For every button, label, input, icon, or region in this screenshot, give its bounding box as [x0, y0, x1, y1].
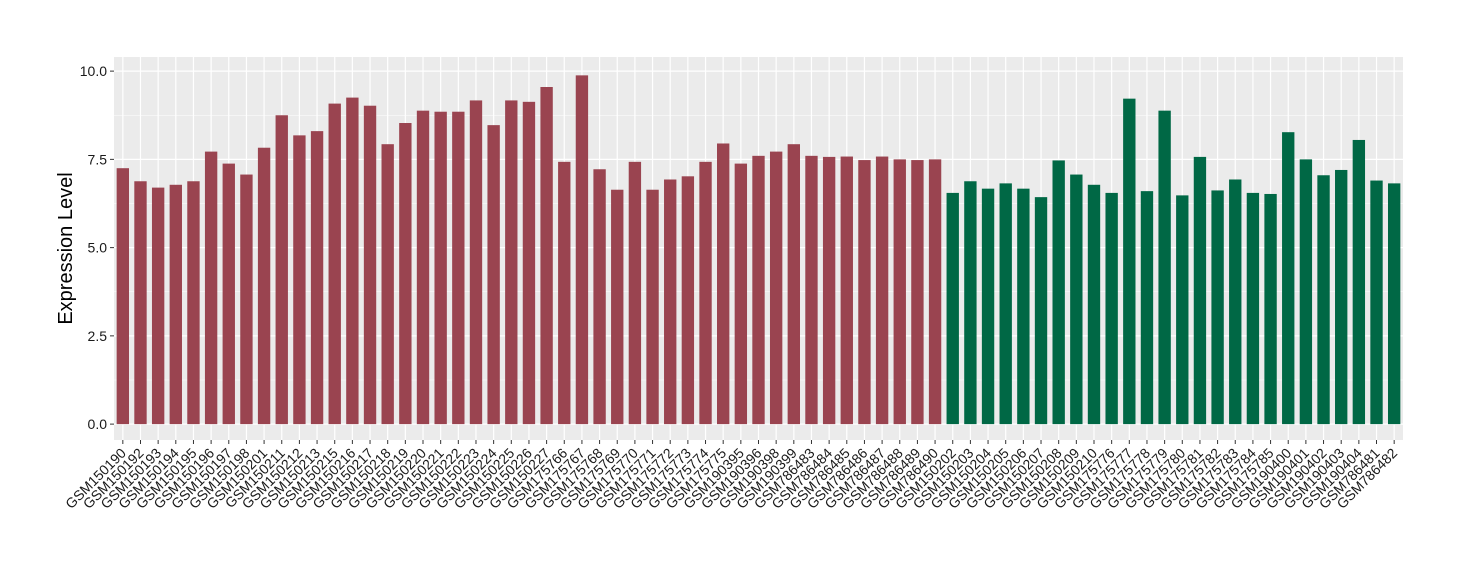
bar-GSM175770: [628, 161, 642, 425]
bar-GSM150204: [981, 188, 995, 425]
bar-GSM190404: [1352, 139, 1366, 425]
bar-GSM150213: [310, 131, 324, 425]
bar-GSM150218: [381, 144, 394, 425]
bar-GSM150192: [134, 181, 147, 425]
bar-GSM786488: [893, 159, 906, 425]
bar-GSM150207: [1034, 197, 1048, 425]
bar-GSM175782: [1211, 190, 1224, 425]
bar-GSM150216: [346, 97, 359, 425]
bar-GSM175772: [664, 179, 677, 425]
bar-GSM150225: [505, 100, 518, 425]
bar-GSM786489: [911, 160, 924, 425]
bar-GSM150220: [416, 110, 430, 425]
bar-GSM190396: [752, 155, 765, 425]
bar-GSM786484: [822, 156, 836, 425]
bar-GSM150224: [487, 125, 500, 425]
bar-GSM150201: [257, 147, 271, 425]
bar-GSM150210: [1087, 184, 1101, 425]
bar-GSM175778: [1140, 191, 1154, 425]
bar-GSM150195: [187, 181, 200, 425]
bar-GSM150211: [275, 115, 288, 425]
bar-GSM150226: [522, 101, 536, 425]
bar-GSM150197: [222, 163, 235, 425]
bar-GSM190403: [1335, 169, 1348, 425]
y-tick-label: 7.5: [88, 151, 108, 167]
bar-GSM175769: [611, 189, 624, 425]
bar-GSM150221: [434, 111, 447, 425]
bar-GSM175785: [1264, 193, 1277, 425]
bar-GSM150193: [151, 187, 165, 425]
bar-GSM190402: [1317, 175, 1330, 425]
bar-GSM175773: [681, 176, 695, 425]
y-tick-label: 10.0: [80, 63, 107, 79]
x-axis: GSM150190GSM150192GSM150193GSM150194GSM1…: [62, 440, 1400, 512]
y-axis: 0.0 2.5 5.0 7.5 10.0: [80, 63, 114, 432]
bar-GSM150205: [999, 183, 1012, 425]
bar-GSM150208: [1052, 160, 1065, 425]
bar-GSM786486: [858, 160, 871, 425]
bar-GSM175775: [717, 143, 730, 425]
bar-GSM150217: [363, 105, 377, 425]
bar-GSM786487: [875, 156, 889, 425]
bar-GSM150194: [169, 184, 182, 425]
bar-GSM786482: [1387, 183, 1401, 425]
bar-GSM786485: [840, 156, 853, 425]
bar-GSM190395: [734, 163, 748, 425]
bar-GSM150212: [293, 135, 306, 425]
bar-GSM190401: [1299, 159, 1313, 425]
bar-GSM150198: [240, 174, 253, 425]
bar-GSM175767: [575, 75, 589, 425]
bar-GSM150190: [116, 168, 130, 425]
bar-GSM150227: [540, 87, 553, 425]
bar-GSM175774: [699, 161, 712, 425]
bar-GSM150219: [399, 123, 412, 425]
bar-GSM175766: [558, 161, 571, 425]
y-tick-label: 0.0: [88, 416, 108, 432]
bar-GSM190399: [787, 144, 800, 425]
bar-GSM150206: [1017, 188, 1030, 425]
y-axis-title: Expression Level: [55, 172, 77, 324]
bar-GSM175777: [1123, 98, 1136, 425]
bar-GSM175779: [1158, 110, 1171, 425]
bar-GSM150202: [946, 192, 959, 425]
bar-GSM175781: [1193, 156, 1207, 425]
bar-GSM786483: [805, 155, 818, 425]
bar-GSM175783: [1229, 179, 1242, 425]
bar-GSM190398: [769, 151, 783, 425]
bar-GSM175768: [593, 169, 606, 425]
bar-GSM175776: [1105, 192, 1118, 425]
bar-GSM150203: [964, 181, 977, 425]
bar-GSM150196: [204, 151, 218, 425]
bar-GSM175780: [1176, 195, 1189, 425]
y-tick-label: 5.0: [88, 240, 108, 256]
bar-GSM150222: [452, 111, 465, 425]
bar-GSM786481: [1370, 180, 1383, 425]
bar-GSM150209: [1070, 174, 1083, 425]
bar-GSM190400: [1282, 132, 1295, 425]
bar-GSM175784: [1246, 192, 1260, 425]
y-tick-label: 2.5: [88, 328, 108, 344]
bar-GSM150223: [469, 100, 483, 425]
bar-GSM786490: [928, 159, 942, 425]
bars-group: [116, 75, 1401, 425]
bar-GSM150215: [328, 103, 341, 425]
bar-GSM175771: [646, 189, 659, 425]
